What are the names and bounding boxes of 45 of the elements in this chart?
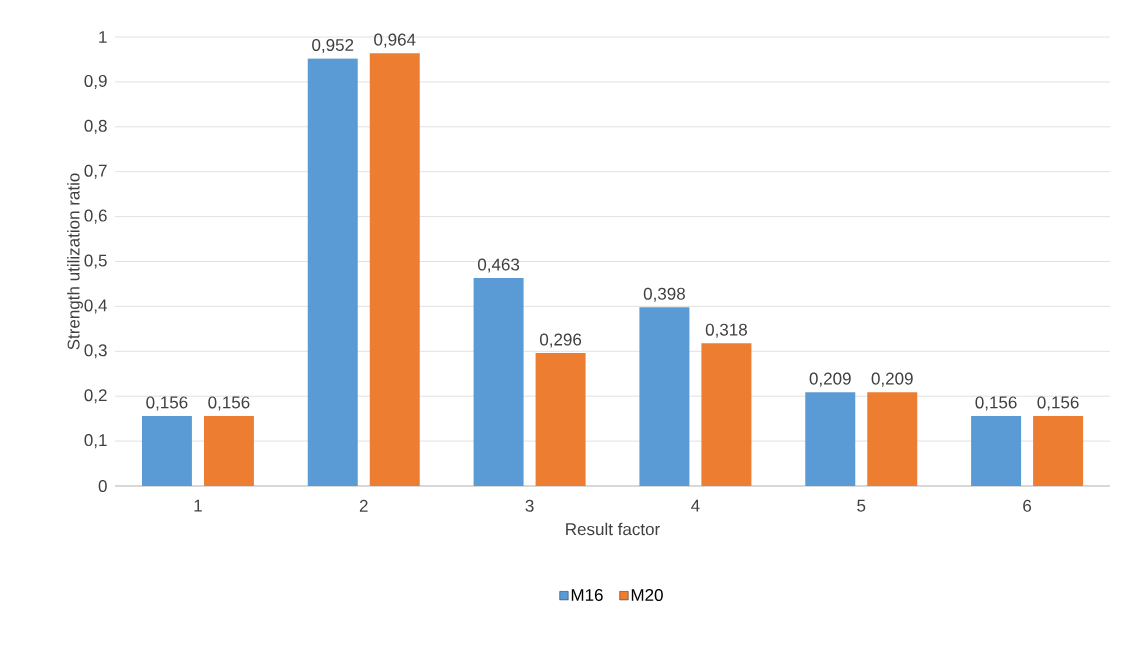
data-label: 0,156	[208, 396, 250, 411]
x-tick-label: 3	[525, 499, 534, 512]
y-tick-label: 0,9	[84, 74, 107, 89]
data-label: 0,318	[705, 323, 747, 338]
bar	[639, 307, 690, 486]
bar	[701, 343, 752, 486]
bar	[805, 392, 856, 486]
y-tick-label: 0	[98, 479, 107, 493]
x-tick-label: 6	[1023, 499, 1032, 512]
bar	[141, 415, 192, 486]
y-tick-label: 0,8	[84, 119, 107, 134]
x-tick-label: 5	[857, 499, 866, 512]
x-tick-label: 2	[359, 499, 368, 512]
bar	[867, 392, 918, 486]
bar	[369, 53, 420, 486]
data-label: 0,296	[539, 333, 582, 348]
y-tick-label: 1	[99, 31, 107, 43]
data-label: 0,209	[871, 372, 913, 387]
bar	[971, 415, 1022, 486]
data-label: 0,964	[374, 33, 416, 48]
x-tick-label: 1	[194, 499, 202, 512]
data-label: 0,952	[312, 38, 354, 54]
legend-label: M20	[631, 588, 663, 602]
y-tick-label: 0,3	[84, 344, 107, 359]
data-label: 0,463	[477, 258, 520, 273]
y-tick-label: 0,4	[84, 299, 107, 314]
y-tick-label: 0,5	[84, 254, 107, 269]
bar	[307, 58, 358, 486]
data-label: 0,156	[146, 396, 188, 411]
data-label: 0,398	[643, 287, 685, 302]
bar	[473, 278, 524, 486]
bar	[535, 353, 586, 486]
bar	[1033, 415, 1084, 486]
x-tick-label: 4	[691, 499, 700, 512]
y-tick-label: 0,7	[84, 164, 107, 179]
y-tick-label: 0,2	[84, 389, 107, 404]
data-label: 0,209	[809, 372, 851, 387]
data-label: 0,156	[975, 396, 1017, 411]
x-axis-title: Result factor	[566, 522, 660, 536]
bar	[203, 415, 254, 486]
legend-label: M16	[571, 588, 603, 602]
y-axis-title: Strength utilization ratio	[67, 173, 83, 350]
y-tick-label: 0,6	[84, 209, 107, 224]
y-tick-label: 0,1	[84, 434, 107, 449]
data-label: 0,156	[1037, 396, 1079, 411]
